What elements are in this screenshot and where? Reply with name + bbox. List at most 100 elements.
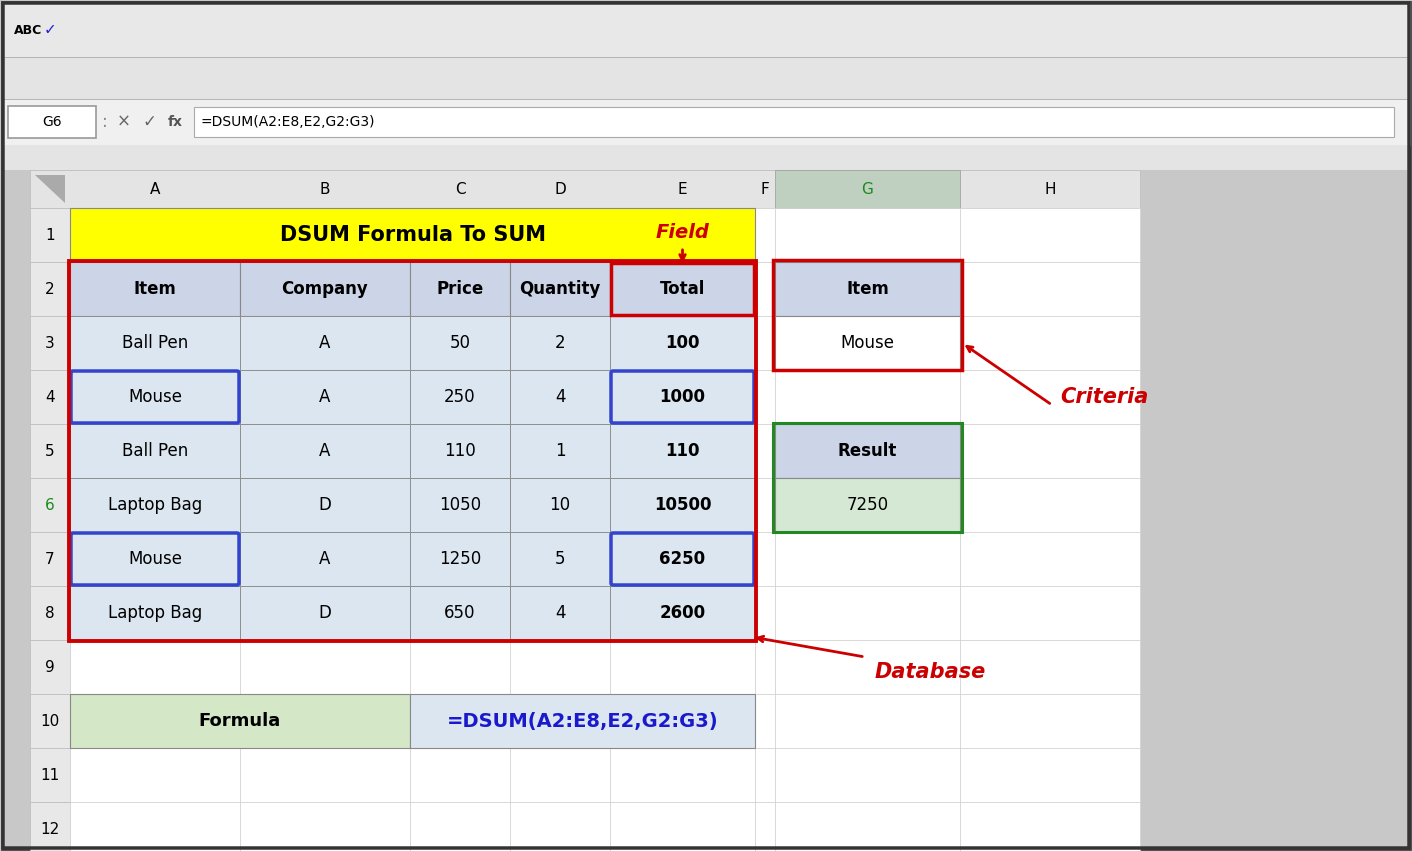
Text: A: A [319, 442, 330, 460]
Text: Field: Field [655, 224, 709, 243]
Text: 9: 9 [45, 660, 55, 675]
Text: 11: 11 [41, 768, 59, 783]
Bar [30, 532, 71, 586]
Bar [240, 370, 409, 424]
Bar [71, 532, 240, 586]
Bar [775, 316, 960, 370]
Text: G: G [861, 181, 874, 197]
Text: Formula: Formula [199, 712, 281, 730]
Text: Item: Item [134, 280, 176, 298]
Text: 10500: 10500 [654, 496, 712, 514]
Bar [775, 694, 960, 748]
Bar [409, 370, 510, 424]
Text: A: A [319, 550, 330, 568]
Bar [755, 586, 775, 640]
Text: 4: 4 [555, 388, 565, 406]
Text: 2: 2 [555, 334, 565, 352]
Bar [510, 478, 610, 532]
Bar [409, 424, 510, 478]
Bar [510, 748, 610, 802]
Text: 8: 8 [45, 606, 55, 620]
Bar [775, 316, 960, 370]
Text: 650: 650 [445, 604, 476, 622]
Bar [610, 370, 755, 424]
Text: 50: 50 [449, 334, 470, 352]
Text: 1: 1 [45, 227, 55, 243]
Bar [510, 262, 610, 316]
Bar [755, 370, 775, 424]
Bar [71, 532, 240, 586]
Bar [755, 640, 775, 694]
Bar [69, 261, 755, 641]
Bar [960, 424, 1139, 478]
Bar [775, 262, 960, 316]
Bar [960, 694, 1139, 748]
Bar [71, 370, 240, 424]
Text: Result: Result [837, 442, 897, 460]
Bar [1, 145, 1411, 170]
Bar [755, 424, 775, 478]
Text: B: B [319, 181, 330, 197]
Bar [240, 478, 409, 532]
Bar [409, 802, 510, 851]
Bar [510, 370, 610, 424]
Bar [240, 640, 409, 694]
Text: 4: 4 [45, 390, 55, 404]
Bar [610, 640, 755, 694]
Text: 1000: 1000 [659, 388, 706, 406]
Bar [755, 262, 775, 316]
Bar [510, 586, 610, 640]
Bar [409, 262, 510, 316]
Text: D: D [319, 604, 332, 622]
Text: Laptop Bag: Laptop Bag [107, 604, 202, 622]
Bar [611, 263, 754, 315]
Bar [775, 478, 960, 532]
Text: A: A [319, 334, 330, 352]
Bar [755, 478, 775, 532]
Text: A: A [319, 388, 330, 406]
Bar [755, 694, 775, 748]
Bar [775, 208, 960, 262]
Bar [510, 262, 610, 316]
Bar [30, 478, 71, 532]
Bar [30, 208, 71, 262]
Bar [775, 370, 960, 424]
Bar [960, 802, 1139, 851]
Bar [960, 640, 1139, 694]
Text: 10: 10 [549, 496, 570, 514]
Text: 2600: 2600 [659, 604, 706, 622]
Bar [240, 370, 409, 424]
Bar [610, 316, 755, 370]
Text: Total: Total [659, 280, 705, 298]
Bar [71, 640, 240, 694]
Bar [30, 802, 71, 851]
Bar [71, 208, 755, 262]
Bar [610, 694, 755, 748]
Text: 5: 5 [555, 550, 565, 568]
Bar [193, 107, 1394, 137]
Text: D: D [554, 181, 566, 197]
Bar [71, 478, 240, 532]
Bar [30, 748, 71, 802]
Text: 2: 2 [45, 282, 55, 296]
Bar [510, 640, 610, 694]
Bar [1, 57, 1411, 99]
Bar [510, 532, 610, 586]
Bar [510, 316, 610, 370]
Bar [409, 316, 510, 370]
Bar [30, 316, 71, 370]
Bar [610, 424, 755, 478]
Polygon shape [35, 175, 65, 203]
Bar [960, 370, 1139, 424]
Bar [510, 478, 610, 532]
Bar [510, 370, 610, 424]
Bar [30, 170, 1139, 208]
Bar [775, 640, 960, 694]
Bar [240, 586, 409, 640]
Bar [775, 424, 960, 478]
Text: Database: Database [875, 662, 986, 682]
Bar [610, 532, 755, 586]
Bar [960, 532, 1139, 586]
Text: Mouse: Mouse [128, 388, 182, 406]
Bar [71, 748, 240, 802]
